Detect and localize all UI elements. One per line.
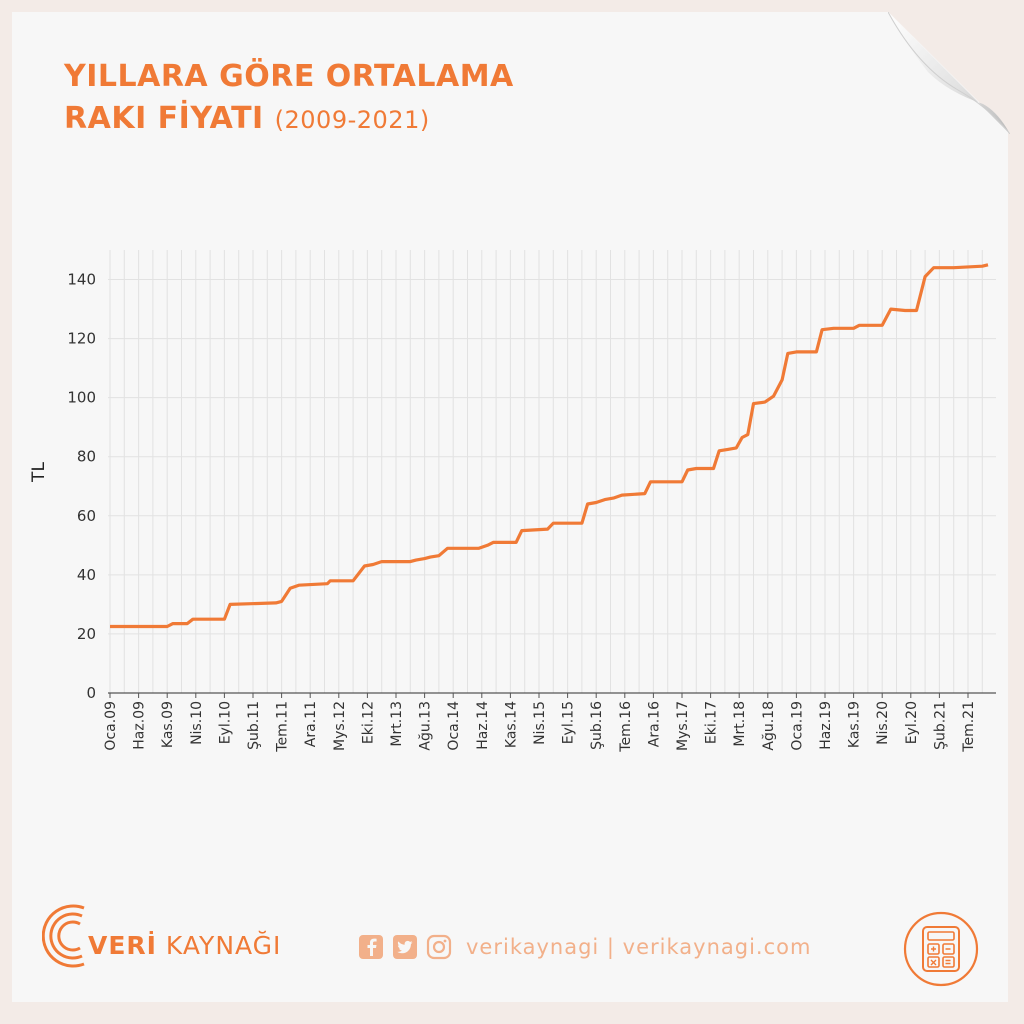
grid: [108, 250, 996, 694]
social-handle[interactable]: verikaynagi | verikaynagi.com: [466, 935, 812, 959]
x-tick-label: Eki.12: [360, 701, 376, 744]
x-tick-label: Mys.17: [675, 701, 691, 751]
x-tick-label: Tem.21: [961, 701, 977, 753]
y-tick-label: 140: [67, 271, 96, 289]
x-tick-label: Kas.14: [503, 701, 519, 748]
y-axis: 0 20 40 60 80 100 120 140: [67, 271, 96, 702]
y-tick-label: 40: [77, 566, 96, 584]
x-tick-label: Mrt.13: [389, 701, 405, 747]
x-tick-label: Nis.20: [875, 701, 891, 745]
x-tick-label: Kas.09: [160, 701, 176, 748]
y-axis-label: TL: [29, 462, 49, 483]
x-tick-label: Haz.19: [818, 701, 834, 750]
x-tick-label: Mys.12: [332, 701, 348, 751]
facebook-icon[interactable]: [358, 934, 384, 960]
x-tick-label: Eyl.20: [904, 701, 920, 744]
y-tick-label: 20: [77, 625, 96, 643]
social-links: verikaynagi | verikaynagi.com: [358, 932, 811, 962]
y-tick-label: 80: [77, 448, 96, 466]
chart-title: YILLARA GÖRE ORTALAMA RAKI FİYATI (2009-…: [64, 56, 514, 141]
calculator-icon: [903, 911, 979, 987]
x-tick-label: Oca.09: [103, 701, 119, 751]
x-tick-label: Eki.17: [704, 701, 720, 744]
x-tick-label: Nis.15: [532, 701, 548, 745]
brand-name: VERİ KAYNAĞI: [88, 931, 281, 960]
y-tick-label: 0: [86, 684, 96, 702]
x-tick-label: Ağu.13: [418, 701, 434, 751]
page-curl: [888, 12, 1010, 134]
x-tick-label: Tem.16: [618, 701, 634, 753]
x-tick-label: Oca.19: [789, 701, 805, 751]
brand-name-rest: KAYNAĞI: [156, 931, 282, 960]
x-tick-label: Tem.11: [275, 701, 291, 753]
instagram-icon[interactable]: [426, 934, 452, 960]
title-line-2: RAKI FİYATI: [64, 101, 264, 136]
y-tick-label: 120: [67, 330, 96, 348]
x-tick-label: Ağu.18: [761, 701, 777, 751]
title-line-1: YILLARA GÖRE ORTALAMA: [64, 59, 514, 94]
x-tick-label: Ara.16: [646, 701, 662, 747]
x-tick-label: Ara.11: [303, 701, 319, 747]
series-line: [110, 263, 989, 629]
x-tick-label: Şub.16: [589, 701, 605, 750]
x-tick-label: Şub.11: [246, 701, 262, 750]
y-tick-label: 100: [67, 389, 96, 407]
x-tick-label: Eyl.15: [561, 701, 577, 744]
x-axis: Oca.09 Haz.09 Kas.09 Nis.10 Eyl.10 Şub.11 Tem.…: [103, 693, 977, 753]
twitter-icon[interactable]: [392, 934, 418, 960]
x-tick-label: Oca.14: [446, 701, 462, 751]
title-years: (2009-2021): [274, 106, 430, 134]
brand-name-bold: VERİ: [88, 931, 157, 960]
x-tick-label: Kas.19: [847, 701, 863, 748]
x-tick-label: Haz.09: [132, 701, 148, 750]
x-tick-label: Haz.14: [475, 701, 491, 750]
y-tick-label: 60: [77, 507, 96, 525]
x-tick-label: Eyl.10: [217, 701, 233, 744]
x-tick-label: Mrt.18: [732, 701, 748, 747]
x-tick-label: Şub.21: [932, 701, 948, 750]
brand-logo-icon: [42, 904, 85, 968]
x-tick-label: Nis.10: [189, 701, 205, 745]
